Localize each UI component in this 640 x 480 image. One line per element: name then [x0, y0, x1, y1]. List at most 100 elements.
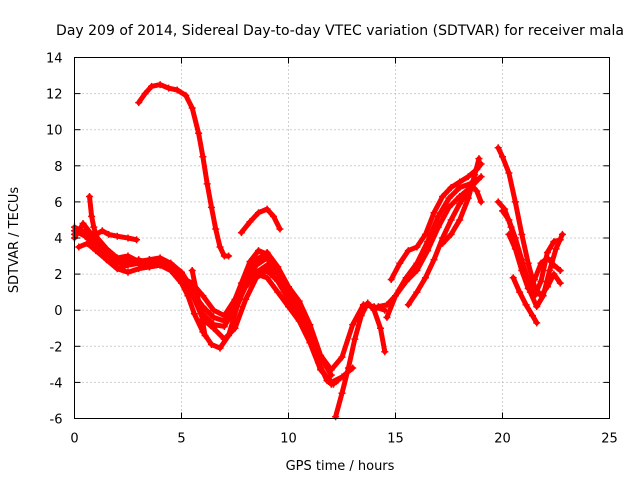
data-point: [252, 261, 260, 269]
data-point: [225, 252, 233, 260]
data-point: [338, 389, 346, 397]
data-point: [113, 256, 121, 264]
series-line: [333, 300, 388, 420]
data-point: [229, 301, 237, 309]
data-point: [537, 277, 545, 285]
y-tick-label: 8: [54, 160, 62, 175]
data-point: [231, 324, 239, 332]
series-track-u: [509, 274, 541, 327]
data-point: [295, 297, 303, 305]
x-axis: 0 5 10 15 20 25: [70, 57, 618, 447]
series-track-n: [387, 160, 485, 284]
data-point: [445, 194, 453, 202]
data-point: [392, 292, 399, 300]
data-point: [556, 266, 564, 274]
series-line: [189, 268, 208, 338]
data-point: [329, 380, 337, 388]
data-point: [79, 220, 87, 228]
data-point: [374, 303, 382, 311]
data-point: [404, 247, 412, 255]
data-point: [103, 256, 111, 264]
data-point: [207, 203, 215, 211]
data-point: [314, 359, 322, 367]
data-point: [447, 230, 455, 238]
data-point: [558, 230, 566, 238]
data-point: [387, 276, 395, 284]
data-point: [556, 236, 564, 244]
chart-title: Day 209 of 2014, Sidereal Day-to-day VTE…: [56, 23, 624, 39]
data-point: [141, 90, 149, 98]
data-point: [334, 377, 342, 385]
data-point: [464, 194, 472, 202]
data-point: [83, 239, 91, 247]
data-point: [543, 254, 551, 262]
y-tick-label: 2: [54, 268, 62, 283]
data-point: [270, 212, 278, 220]
series-track-h: [229, 247, 337, 388]
data-point: [255, 209, 263, 217]
data-point: [556, 279, 564, 287]
data-point: [263, 266, 271, 274]
data-point: [212, 225, 220, 233]
series-line: [388, 161, 484, 282]
data-point: [421, 230, 429, 238]
y-axis: -6 -4 -2 0 2 4 6 8 10 12 14: [46, 52, 610, 428]
data-point: [511, 198, 519, 206]
data-point: [133, 236, 141, 244]
y-tick-label: 14: [46, 52, 63, 67]
data-point: [552, 245, 560, 253]
data-point: [156, 81, 164, 89]
data-point: [192, 288, 200, 296]
data-point: [402, 277, 410, 285]
data-point: [276, 225, 284, 233]
grid: [74, 57, 610, 419]
data-point: [246, 218, 254, 226]
x-tick-label: 25: [601, 432, 618, 447]
data-point: [263, 274, 271, 282]
data-point: [190, 310, 198, 318]
data-point: [430, 256, 438, 264]
series-track-j: [188, 266, 209, 339]
data-point: [203, 180, 211, 188]
data-point: [173, 86, 181, 94]
data-point: [92, 230, 100, 238]
data-point: [364, 299, 372, 307]
data-point: [550, 261, 558, 269]
series-track-k: [332, 299, 389, 421]
data-point: [188, 266, 196, 274]
data-point: [477, 173, 485, 181]
data-point: [165, 84, 173, 92]
data-point: [237, 279, 245, 287]
data-point: [499, 207, 506, 215]
data-point: [148, 82, 156, 90]
data-point: [477, 198, 485, 206]
data-point: [349, 321, 357, 329]
series-track-i: [237, 205, 284, 237]
data-point: [456, 200, 464, 208]
data-point: [199, 153, 207, 161]
data-point: [511, 245, 519, 253]
y-tick-label: 0: [54, 304, 62, 319]
data-point: [178, 272, 185, 280]
x-tick-label: 15: [387, 432, 404, 447]
data-point: [195, 129, 203, 137]
series-line: [238, 206, 283, 236]
data-point: [252, 274, 260, 282]
data-point: [306, 321, 314, 329]
data-point: [237, 229, 245, 237]
data-point: [494, 144, 502, 152]
series-track-t: [505, 230, 564, 293]
data-point: [167, 261, 175, 269]
y-tick-label: -6: [50, 413, 63, 428]
data-point: [199, 292, 207, 300]
data-point: [522, 301, 530, 309]
data-point: [531, 292, 539, 300]
data-point: [413, 266, 421, 274]
data-point: [381, 348, 389, 356]
data-point: [377, 324, 385, 332]
data-point: [464, 173, 472, 181]
data-point: [447, 216, 455, 224]
data-point: [338, 353, 346, 361]
data-point: [220, 335, 228, 343]
data-point: [550, 238, 558, 246]
